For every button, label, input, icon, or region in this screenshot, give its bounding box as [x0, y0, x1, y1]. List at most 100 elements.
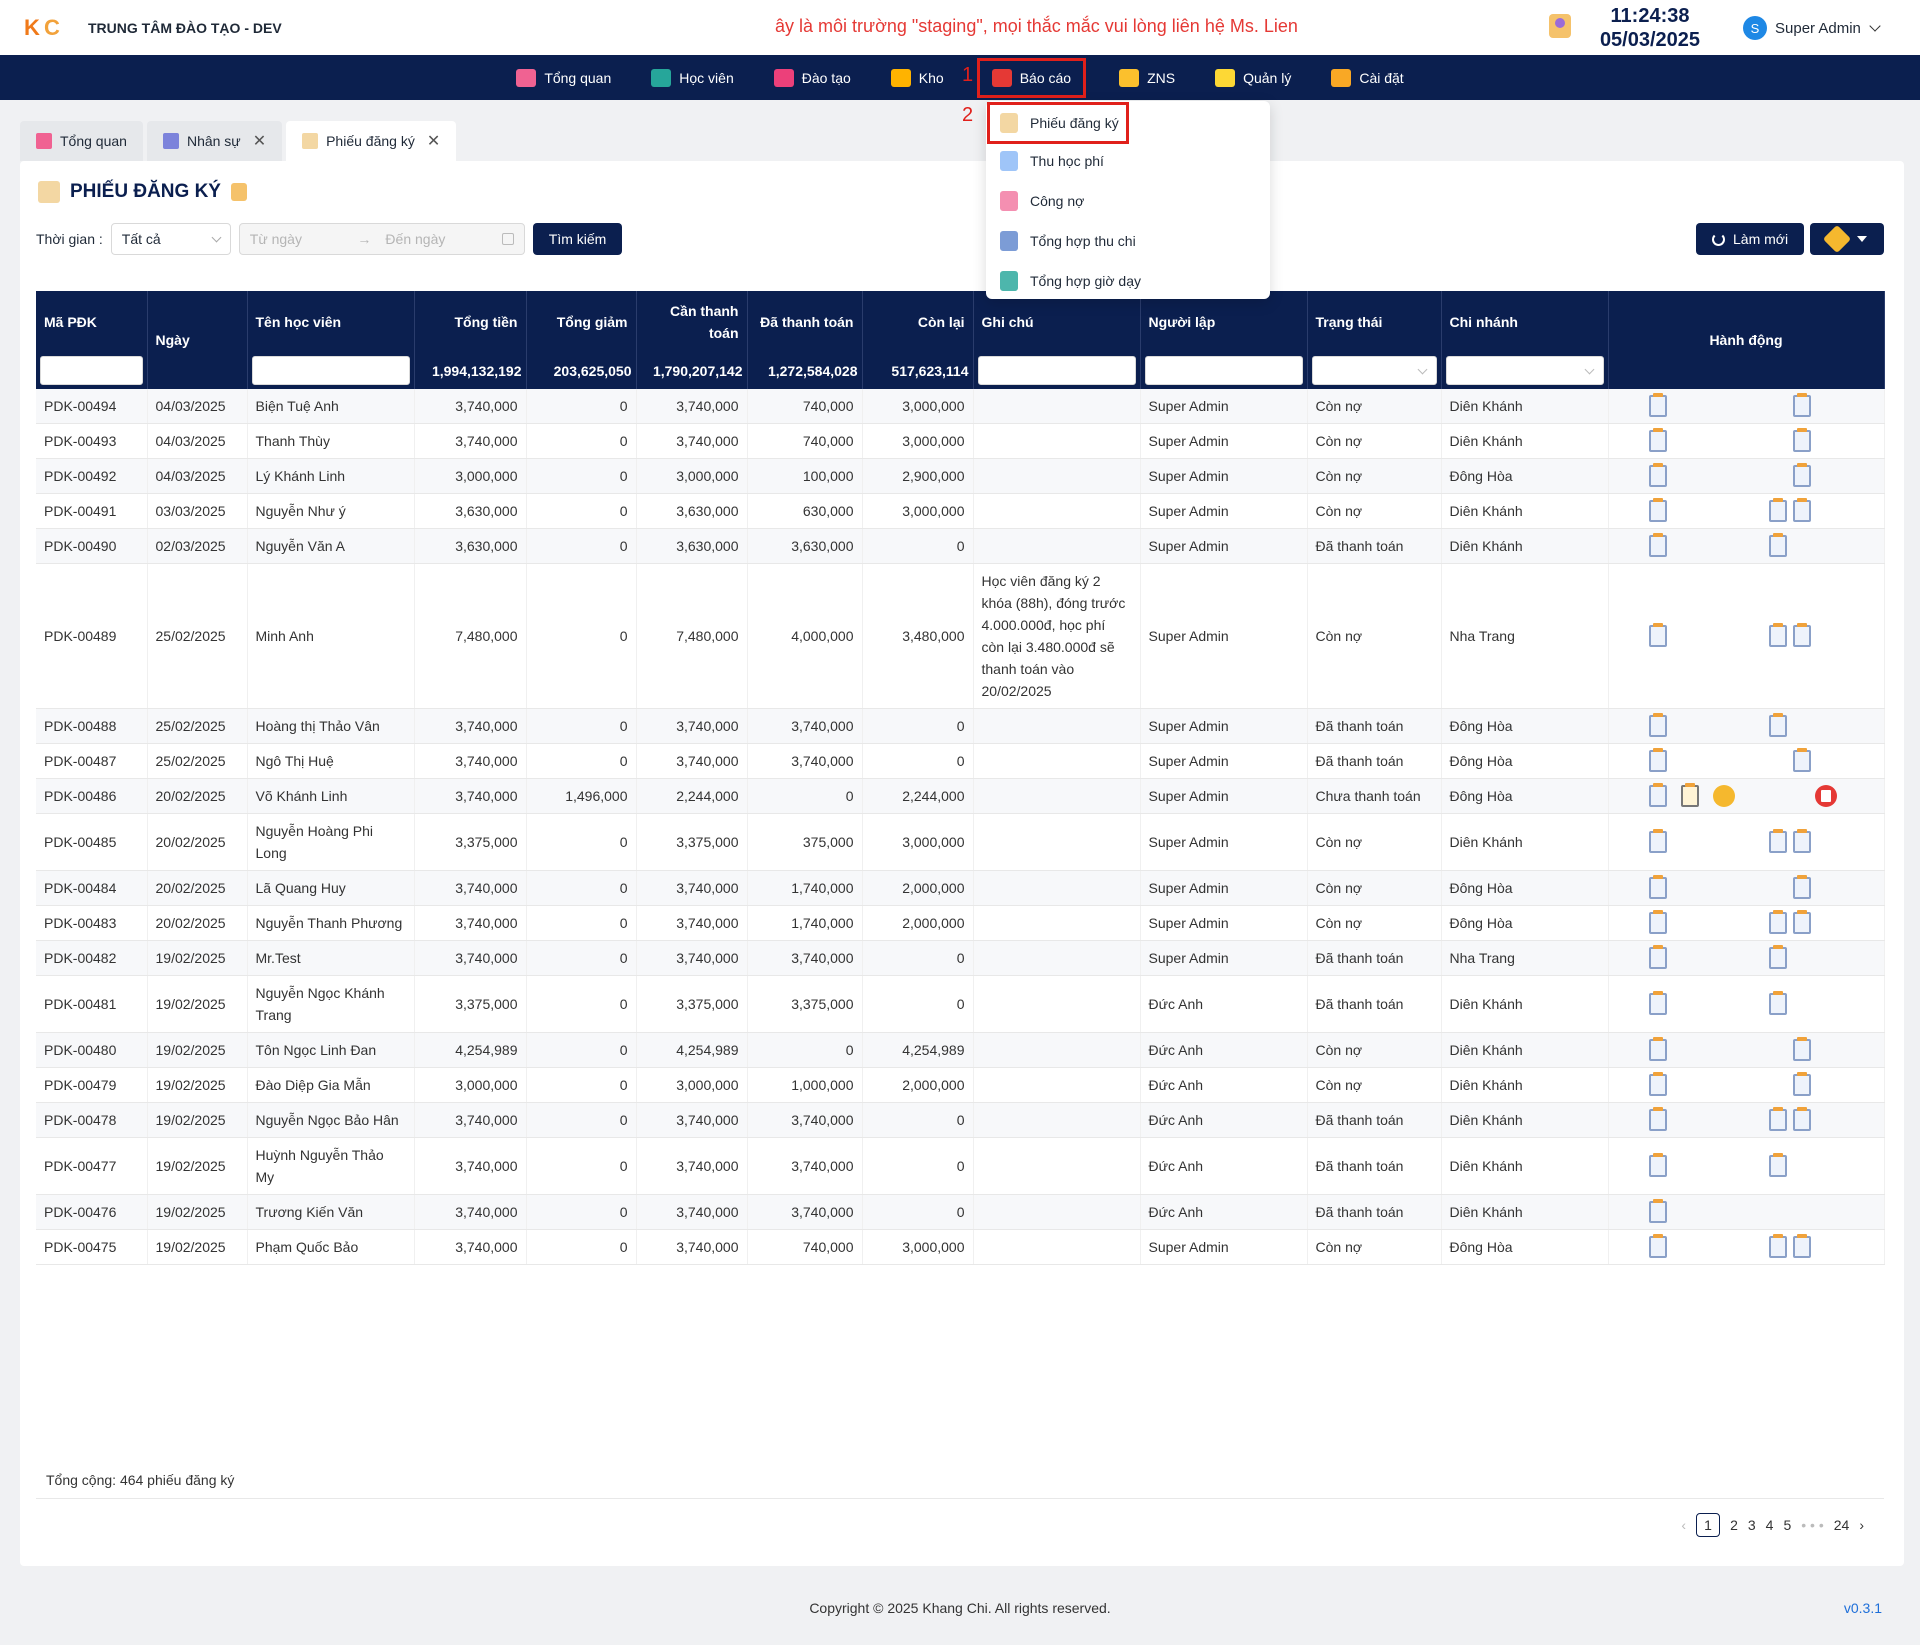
page-1[interactable]: 1 — [1696, 1513, 1721, 1537]
view-icon[interactable] — [1648, 1153, 1667, 1177]
search-button[interactable]: Tìm kiếm — [532, 223, 623, 255]
view-icon[interactable] — [1648, 748, 1667, 772]
view-icon[interactable] — [1648, 1199, 1667, 1223]
filter-ghi-chu-input[interactable] — [977, 356, 1136, 385]
filter-nguoi-lap-input[interactable] — [1144, 356, 1303, 385]
page-2[interactable]: 2 — [1730, 1517, 1738, 1533]
table-row[interactable]: PDK-00476 19/02/2025 Trương Kiến Văn 3,740,… — [36, 1194, 1885, 1230]
table-row[interactable]: PDK-00489 25/02/2025 Minh Anh 7,480,000 0 7,4… — [36, 563, 1885, 709]
filter-ma-pdk-input[interactable] — [40, 356, 143, 385]
print-icon[interactable] — [1792, 1072, 1811, 1096]
nav-item-zns[interactable]: ZNS — [1115, 62, 1179, 94]
date-range-picker[interactable]: Từ ngày → Đến ngày — [238, 223, 525, 255]
tools-button[interactable] — [1810, 223, 1884, 255]
view-icon[interactable] — [1648, 393, 1667, 417]
user-badge-icon[interactable] — [1549, 14, 1571, 38]
view-icon[interactable] — [1648, 623, 1667, 647]
view-icon[interactable] — [1648, 1107, 1667, 1131]
edit-icon[interactable] — [1680, 783, 1699, 807]
table-row[interactable]: PDK-00490 02/03/2025 Nguyễn Văn A 3,630,000… — [36, 528, 1885, 564]
nav-item-dao-tao[interactable]: Đào tạo — [770, 62, 855, 94]
view-icon[interactable] — [1648, 533, 1667, 557]
col-tong-tien[interactable]: Tổng tiền — [414, 291, 527, 352]
nav-item-kho[interactable]: Kho — [887, 62, 948, 94]
view-icon[interactable] — [1648, 945, 1667, 969]
table-row[interactable]: PDK-00479 19/02/2025 Đào Diệp Gia Mẫn 3,000… — [36, 1067, 1885, 1103]
receipt-icon[interactable] — [1768, 945, 1787, 969]
table-row[interactable]: PDK-00477 19/02/2025 Huỳnh Nguyễn Thảo My 3… — [36, 1137, 1885, 1195]
next-page-icon[interactable]: › — [1859, 1517, 1864, 1533]
filter-trang-thai-select[interactable] — [1311, 356, 1437, 385]
nav-item-quan-ly[interactable]: Quản lý — [1211, 62, 1295, 94]
tab-0[interactable]: Tổng quan — [20, 121, 143, 161]
view-icon[interactable] — [1648, 498, 1667, 522]
col-ghi-chu[interactable]: Ghi chú — [973, 291, 1141, 352]
receipt-icon[interactable] — [1768, 533, 1787, 557]
menu-item-cong-no[interactable]: Công nợ — [986, 181, 1270, 221]
page-ellipsis[interactable]: • • • — [1801, 1517, 1824, 1533]
page-5[interactable]: 5 — [1783, 1517, 1792, 1533]
receipt-icon[interactable] — [1768, 1153, 1787, 1177]
col-chi-nhanh[interactable]: Chi nhánh — [1441, 291, 1609, 352]
view-icon[interactable] — [1648, 783, 1667, 807]
table-row[interactable]: PDK-00492 04/03/2025 Lý Khánh Linh 3,000,00… — [36, 458, 1885, 494]
page-4[interactable]: 4 — [1765, 1517, 1774, 1533]
view-icon[interactable] — [1648, 991, 1667, 1015]
table-row[interactable]: PDK-00475 19/02/2025 Phạm Quốc Bảo 3,740,00… — [36, 1229, 1885, 1265]
nav-item-cai-dat[interactable]: Cài đặt — [1327, 62, 1407, 94]
table-row[interactable]: PDK-00491 03/03/2025 Nguyễn Như ý 3,630,000… — [36, 493, 1885, 529]
receipt-icon[interactable] — [1768, 1107, 1787, 1131]
filter-ten-hoc-vien-input[interactable] — [251, 356, 410, 385]
view-icon[interactable] — [1648, 1234, 1667, 1258]
receipt-icon[interactable] — [1768, 498, 1787, 522]
print-icon[interactable] — [1792, 875, 1811, 899]
col-nguoi-lap[interactable]: Người lập — [1140, 291, 1308, 352]
print-icon[interactable] — [1792, 393, 1811, 417]
nav-item-hoc-vien[interactable]: Học viên — [647, 62, 737, 94]
col-da-thanh-toan[interactable]: Đã thanh toán — [747, 291, 863, 352]
table-row[interactable]: PDK-00485 20/02/2025 Nguyễn Hoàng Phi Long… — [36, 813, 1885, 871]
time-select[interactable]: Tất cả — [110, 223, 231, 255]
table-row[interactable]: PDK-00482 19/02/2025 Mr.Test 3,740,000 0 3,74… — [36, 940, 1885, 976]
menu-item-tong-hop-thu-chi[interactable]: Tổng hợp thu chi — [986, 221, 1270, 261]
print-icon[interactable] — [1792, 428, 1811, 452]
view-icon[interactable] — [1648, 428, 1667, 452]
nav-item-bao-cao[interactable]: Báo cáo — [976, 57, 1087, 98]
view-icon[interactable] — [1648, 463, 1667, 487]
view-icon[interactable] — [1648, 713, 1667, 737]
print-icon[interactable] — [1792, 748, 1811, 772]
col-ma-pdk[interactable]: Mã PĐK — [36, 291, 148, 352]
payment-icon[interactable] — [1712, 785, 1735, 807]
from-date-input[interactable]: Từ ngày — [249, 231, 302, 247]
menu-item-phieu-dang-ky[interactable]: Phiếu đăng ký — [987, 102, 1129, 144]
receipt-icon[interactable] — [1768, 910, 1787, 934]
filter-chi-nhanh-select[interactable] — [1445, 356, 1604, 385]
col-tong-giam[interactable]: Tổng giảm — [526, 291, 637, 352]
print-icon[interactable] — [1792, 1037, 1811, 1061]
print-icon[interactable] — [1792, 623, 1811, 647]
view-icon[interactable] — [1648, 1072, 1667, 1096]
print-icon[interactable] — [1792, 498, 1811, 522]
receipt-icon[interactable] — [1768, 713, 1787, 737]
table-row[interactable]: PDK-00488 25/02/2025 Hoàng thị Thảo Vân 3,7… — [36, 708, 1885, 744]
to-date-input[interactable]: Đến ngày — [385, 231, 446, 247]
menu-item-thu-hoc-phi[interactable]: Thu học phí — [986, 141, 1270, 181]
receipt-icon[interactable] — [1768, 829, 1787, 853]
col-con-lai[interactable]: Còn lại — [862, 291, 974, 352]
tab-2[interactable]: Phiếu đăng ký ✕ — [286, 121, 457, 161]
print-icon[interactable] — [1792, 463, 1811, 487]
page-3[interactable]: 3 — [1747, 1517, 1756, 1533]
print-icon[interactable] — [1792, 910, 1811, 934]
table-row[interactable]: PDK-00487 25/02/2025 Ngô Thị Huệ 3,740,000 0… — [36, 743, 1885, 779]
view-icon[interactable] — [1648, 875, 1667, 899]
table-row[interactable]: PDK-00481 19/02/2025 Nguyễn Ngọc Khánh Tra… — [36, 975, 1885, 1033]
view-icon[interactable] — [1648, 910, 1667, 934]
tab-1[interactable]: Nhân sự ✕ — [146, 121, 283, 161]
user-menu[interactable]: S Super Admin — [1743, 16, 1881, 40]
print-icon[interactable] — [1792, 829, 1811, 853]
receipt-icon[interactable] — [1768, 1234, 1787, 1258]
table-row[interactable]: PDK-00494 04/03/2025 Biện Tuệ Anh 3,740,000… — [36, 389, 1885, 424]
prev-page-icon[interactable]: ‹ — [1681, 1517, 1687, 1533]
table-row[interactable]: PDK-00484 20/02/2025 Lã Quang Huy 3,740,000… — [36, 870, 1885, 906]
